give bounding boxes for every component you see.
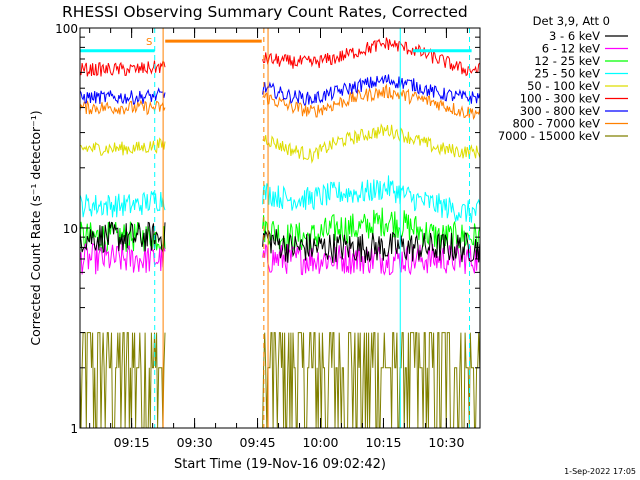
legend-label: 100 - 300 keV xyxy=(520,92,600,106)
x-tick-label: 10:00 xyxy=(302,435,338,450)
series-line-7000-15000-kev-segment-1 xyxy=(262,332,480,428)
legend-title: Det 3,9, Att 0 xyxy=(533,14,610,28)
series-line-3-6-kev-segment-1 xyxy=(262,229,480,264)
series-line-50-100-kev-segment-0 xyxy=(80,137,166,156)
x-tick-label: 10:15 xyxy=(365,435,401,450)
vertical-markers xyxy=(80,28,471,428)
footer-timestamp: 1-Sep-2022 17:05 xyxy=(564,467,636,476)
y-tick-label: 100 xyxy=(55,22,78,36)
legend-label: 50 - 100 keV xyxy=(527,79,600,93)
series-line-300-800-kev-segment-1 xyxy=(262,74,480,106)
chart-title: RHESSI Observing Summary Count Rates, Co… xyxy=(62,3,468,21)
legend-label: 3 - 6 keV xyxy=(549,29,600,43)
flag-label: S xyxy=(146,37,152,48)
series-line-800-7000-kev-segment-0 xyxy=(80,99,166,116)
series-line-25-50-kev-segment-1 xyxy=(262,175,480,223)
legend-label: 7000 - 15000 keV xyxy=(498,129,600,143)
x-tick-label: 10:30 xyxy=(428,435,464,450)
y-tick-label: 1 xyxy=(70,422,78,436)
series-line-25-50-kev-segment-0 xyxy=(80,191,166,218)
legend-label: 12 - 25 keV xyxy=(534,54,600,68)
series-line-100-300-kev-segment-0 xyxy=(80,60,166,77)
series-line-300-800-kev-segment-0 xyxy=(80,87,166,105)
y-axis-label: Corrected Count Rate (s⁻¹ detector⁻¹) xyxy=(28,110,43,345)
series-line-3-6-kev-segment-0 xyxy=(80,221,166,254)
x-tick-label: 09:30 xyxy=(177,435,213,450)
series-line-100-300-kev-segment-1 xyxy=(262,37,480,77)
series-line-7000-15000-kev-segment-0 xyxy=(80,332,166,428)
axes: 1 10 100 09:15 09:30 09:45 10:00 10:15 10:30 xyxy=(55,22,480,450)
y-tick-label: 10 xyxy=(63,222,78,236)
x-axis-label: Start Time (19-Nov-16 09:02:42) xyxy=(174,457,386,472)
series-line-50-100-kev-segment-1 xyxy=(262,123,480,164)
data-layer xyxy=(80,37,480,428)
series-line-12-25-kev-segment-1 xyxy=(262,207,480,253)
legend-label: 800 - 7000 keV xyxy=(512,117,600,131)
x-tick-label: 09:45 xyxy=(240,435,276,450)
legend-label: 300 - 800 keV xyxy=(520,104,600,118)
series-line-800-7000-kev-segment-1 xyxy=(262,83,480,120)
legend-label: 25 - 50 keV xyxy=(534,67,600,81)
attenuator-bars xyxy=(80,39,472,53)
legend-label: 6 - 12 keV xyxy=(542,42,600,56)
x-tick-label: 09:15 xyxy=(114,435,150,450)
